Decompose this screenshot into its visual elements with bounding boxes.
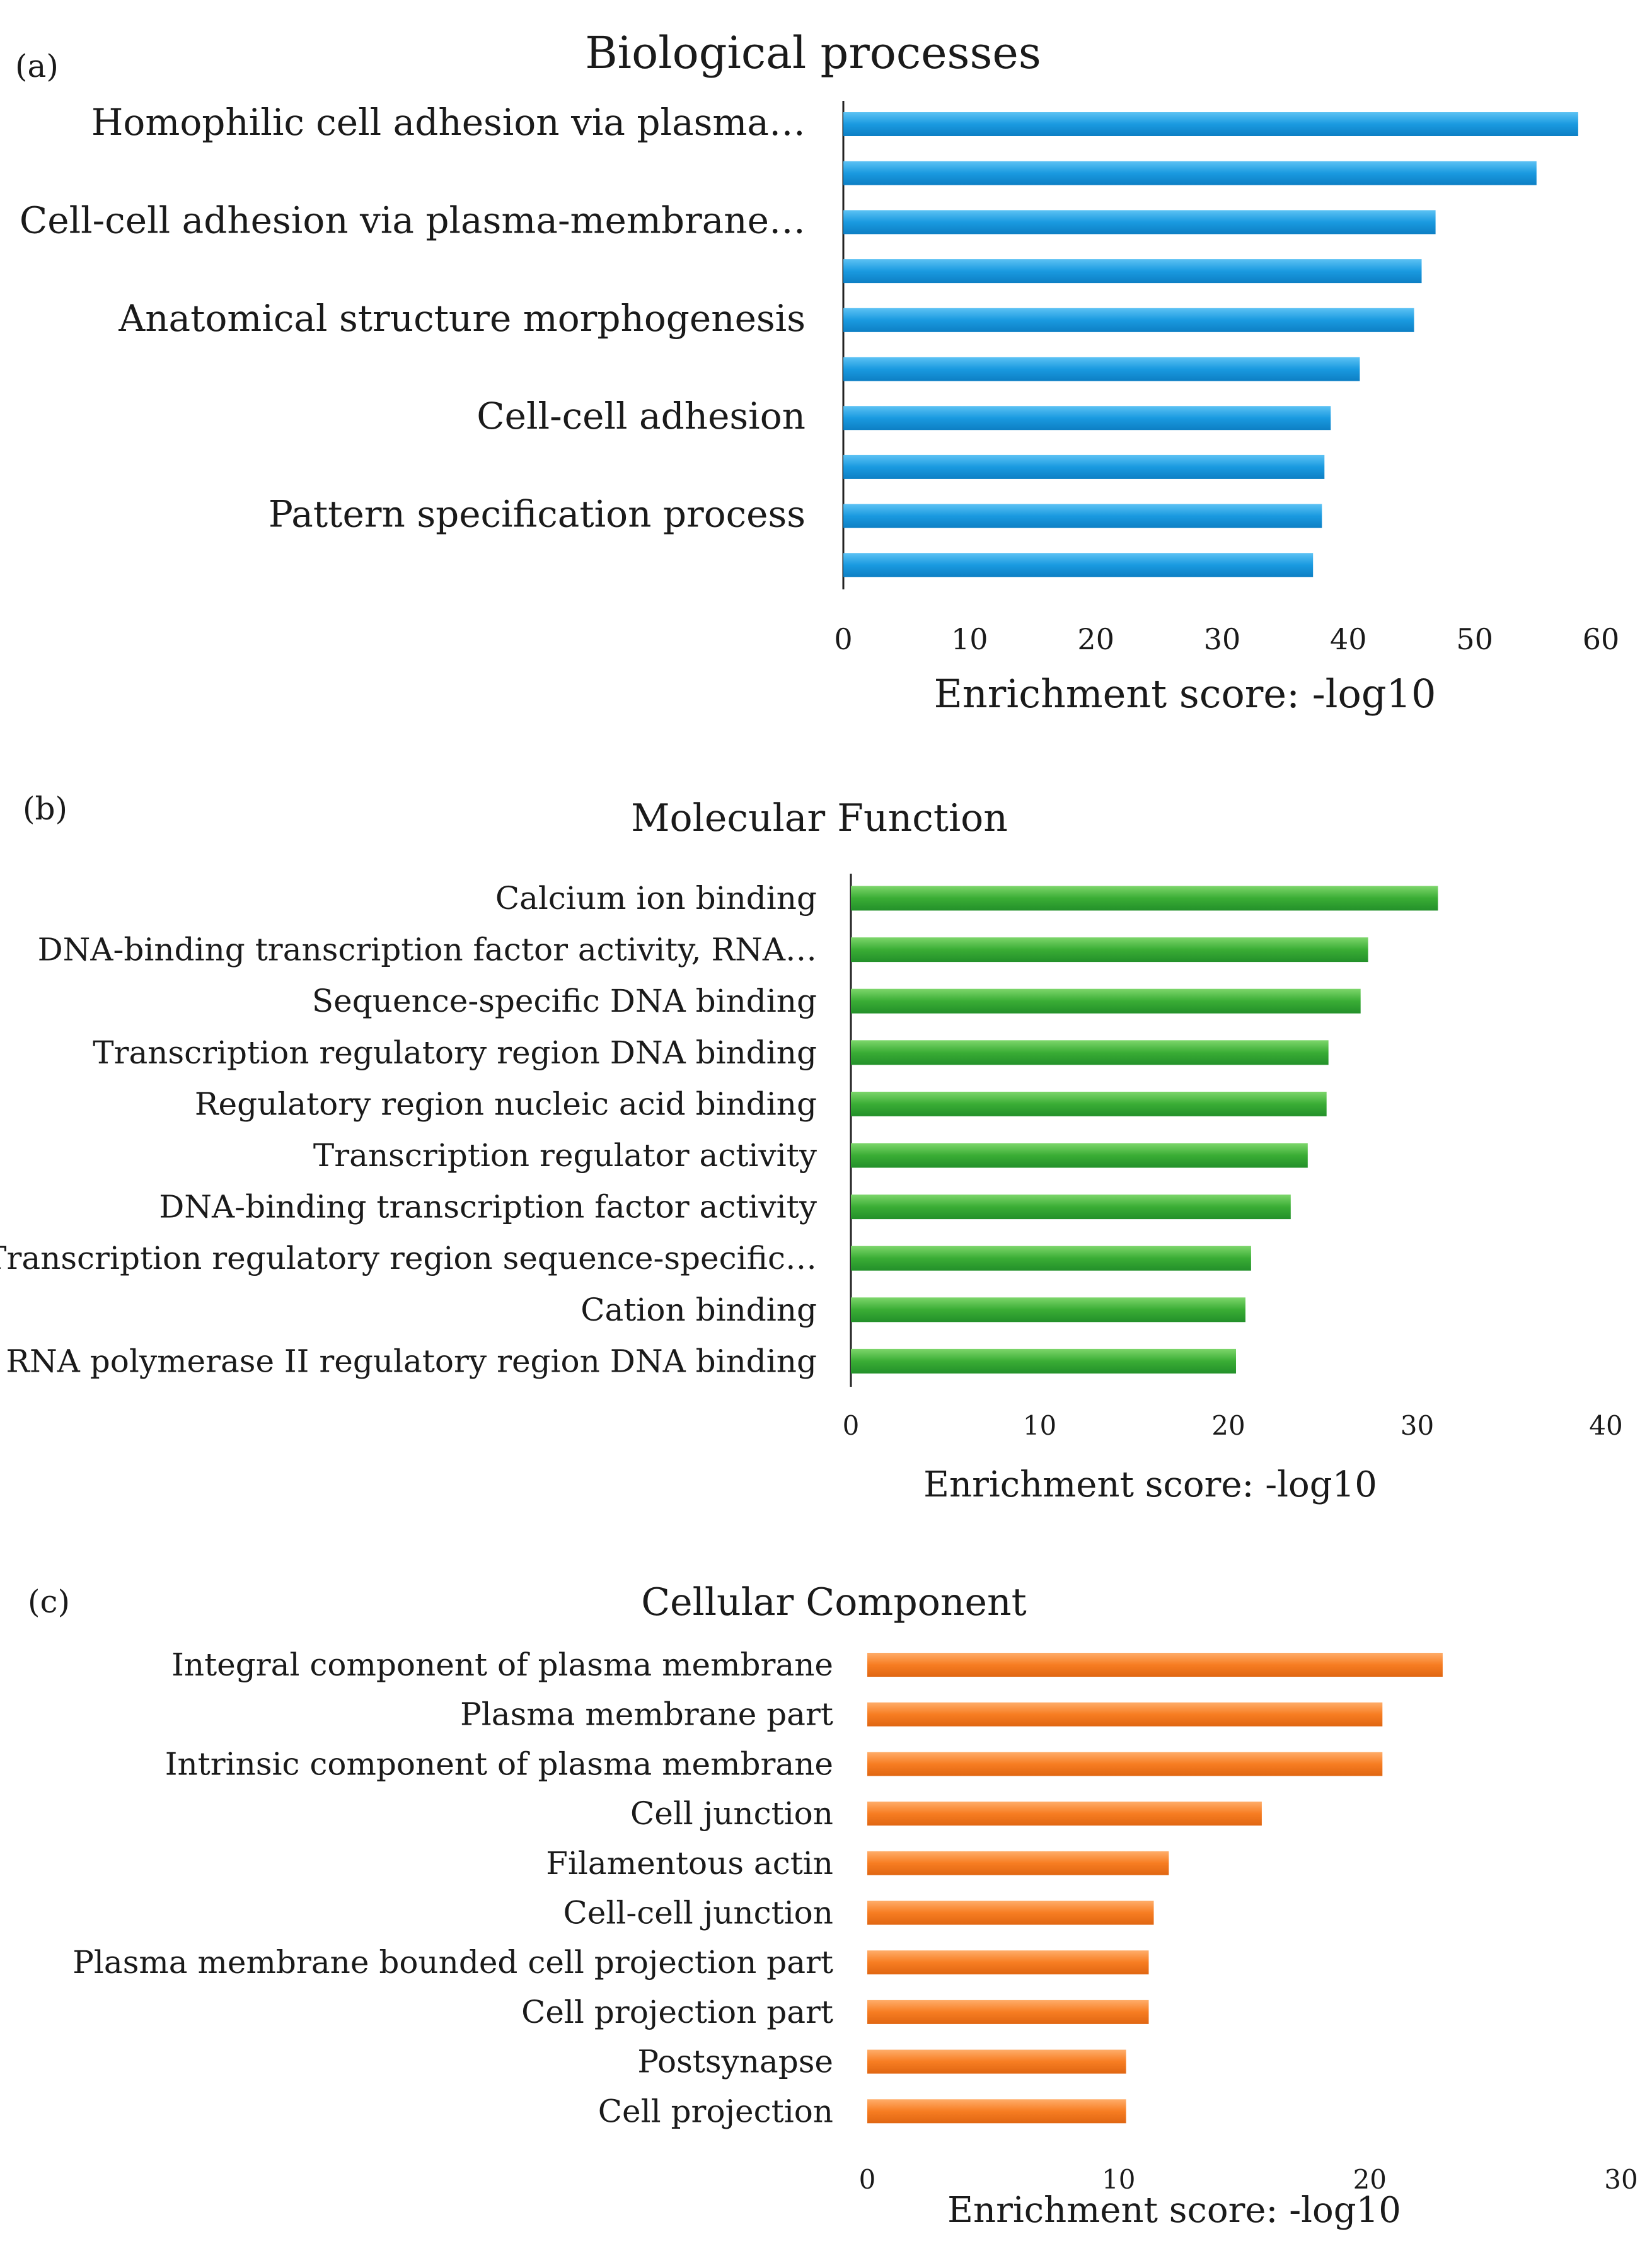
x-tick-label: 40 — [1330, 622, 1367, 656]
bar — [867, 1752, 1383, 1776]
bar — [851, 1246, 1251, 1271]
category-label: Cell projection part — [521, 1994, 833, 2030]
category-label: RNA polymerase II regulatory region DNA … — [6, 1343, 817, 1379]
x-axis-label: Enrichment score: -log10 — [923, 1464, 1377, 1505]
bar — [851, 1143, 1308, 1168]
category-label: Calcium ion binding — [495, 880, 817, 917]
bar — [867, 1851, 1169, 1875]
bars — [851, 886, 1438, 1374]
chart-title: Molecular Function — [631, 796, 1008, 840]
category-labels: Integral component of plasma membrane Pla… — [72, 1646, 833, 2129]
category-label: Plasma membrane bounded cell projection … — [72, 1944, 833, 1981]
bar — [851, 1348, 1236, 1374]
bar — [851, 937, 1368, 963]
chart-title: Biological processes — [585, 27, 1041, 79]
bar — [843, 161, 1537, 185]
panel-label: (c) — [28, 1583, 70, 1620]
bar — [843, 454, 1325, 479]
bar — [843, 406, 1331, 431]
bar — [867, 1901, 1154, 1925]
x-axis-label: Enrichment score: -log10 — [947, 2190, 1401, 2231]
panel-label: (a) — [15, 48, 59, 84]
x-tick-label: 60 — [1583, 622, 1620, 656]
bar — [851, 1040, 1329, 1065]
bar — [851, 1091, 1327, 1116]
bar — [843, 553, 1314, 577]
category-label: Transcription regulatory region sequence… — [0, 1240, 817, 1276]
category-label: DNA-binding transcription factor activit… — [38, 932, 817, 968]
bar — [867, 1999, 1149, 2024]
category-label: Anatomical structure morphogenesis — [118, 297, 806, 340]
x-tick-label: 50 — [1456, 622, 1493, 656]
x-tick-label: 30 — [1401, 1410, 1434, 1441]
bar — [843, 308, 1414, 332]
bar — [851, 1195, 1291, 1220]
panel-c-cellular-component: (c) Cellular Component Integral componen… — [28, 1580, 1638, 2231]
category-labels: Calcium ion binding DNA-binding transcrip… — [0, 880, 817, 1379]
x-tick-labels: 0 10 20 30 40 50 60 — [834, 622, 1619, 656]
x-tick-label: 0 — [843, 1410, 860, 1441]
x-tick-labels: 0 10 20 30 40 — [843, 1410, 1623, 1441]
panel-a-biological-processes: (a) Biological processes Homophilic cell… — [15, 27, 1619, 717]
bar — [851, 1297, 1245, 1322]
bar — [867, 1702, 1383, 1727]
category-label: DNA-binding transcription factor activit… — [159, 1189, 817, 1225]
bar — [843, 210, 1436, 234]
bar — [843, 112, 1578, 136]
category-label: Transcription regulator activity — [313, 1137, 817, 1174]
x-tick-label: 10 — [1023, 1410, 1056, 1441]
chart-title: Cellular Component — [641, 1580, 1027, 1624]
category-label: Intrinsic component of plasma membrane — [165, 1745, 833, 1782]
x-tick-label: 20 — [1077, 622, 1114, 656]
bars — [843, 112, 1578, 577]
bar — [843, 357, 1360, 381]
panel-label: (b) — [23, 790, 67, 827]
bar — [867, 2049, 1126, 2074]
bar — [851, 988, 1361, 1014]
bar — [867, 1950, 1149, 1975]
x-tick-label: 40 — [1589, 1410, 1622, 1441]
x-tick-label: 0 — [834, 622, 852, 656]
bar — [867, 2099, 1126, 2124]
bar — [843, 504, 1322, 528]
category-label: Homophilic cell adhesion via plasma… — [91, 101, 806, 144]
bar — [843, 259, 1422, 284]
category-label: Sequence-specific DNA binding — [312, 983, 817, 1019]
category-label: Filamentous actin — [546, 1845, 833, 1882]
category-label: Regulatory region nucleic acid binding — [195, 1085, 817, 1122]
bars — [867, 1653, 1443, 2124]
category-label: Integral component of plasma membrane — [171, 1646, 833, 1683]
category-label: Cation binding — [581, 1292, 817, 1328]
category-labels: Homophilic cell adhesion via plasma… Cell… — [20, 101, 806, 536]
x-tick-labels: 0 10 20 30 — [859, 2164, 1638, 2195]
x-tick-label: 30 — [1204, 622, 1241, 656]
x-axis-label: Enrichment score: -log10 — [934, 671, 1436, 717]
x-tick-label: 30 — [1604, 2164, 1638, 2195]
x-tick-label: 0 — [859, 2164, 876, 2195]
x-tick-label: 20 — [1353, 2164, 1387, 2195]
category-label: Pattern specification process — [269, 493, 806, 536]
category-label: Cell-cell junction — [563, 1895, 834, 1931]
category-label: Cell-cell adhesion via plasma-membrane… — [20, 199, 806, 241]
bar — [867, 1802, 1262, 1826]
bar — [851, 886, 1438, 911]
category-label: Transcription regulatory region DNA bind… — [93, 1034, 817, 1071]
category-label: Cell-cell adhesion — [477, 395, 806, 437]
category-label: Cell junction — [630, 1795, 833, 1832]
x-tick-label: 10 — [951, 622, 988, 656]
category-label: Cell projection — [598, 2093, 833, 2129]
x-tick-label: 10 — [1102, 2164, 1135, 2195]
x-tick-label: 20 — [1211, 1410, 1245, 1441]
category-label: Plasma membrane part — [460, 1696, 833, 1733]
bar — [867, 1653, 1443, 1677]
panel-b-molecular-function: (b) Molecular Function Calcium ion bindi… — [0, 790, 1623, 1505]
category-label: Postsynapse — [637, 2044, 833, 2080]
